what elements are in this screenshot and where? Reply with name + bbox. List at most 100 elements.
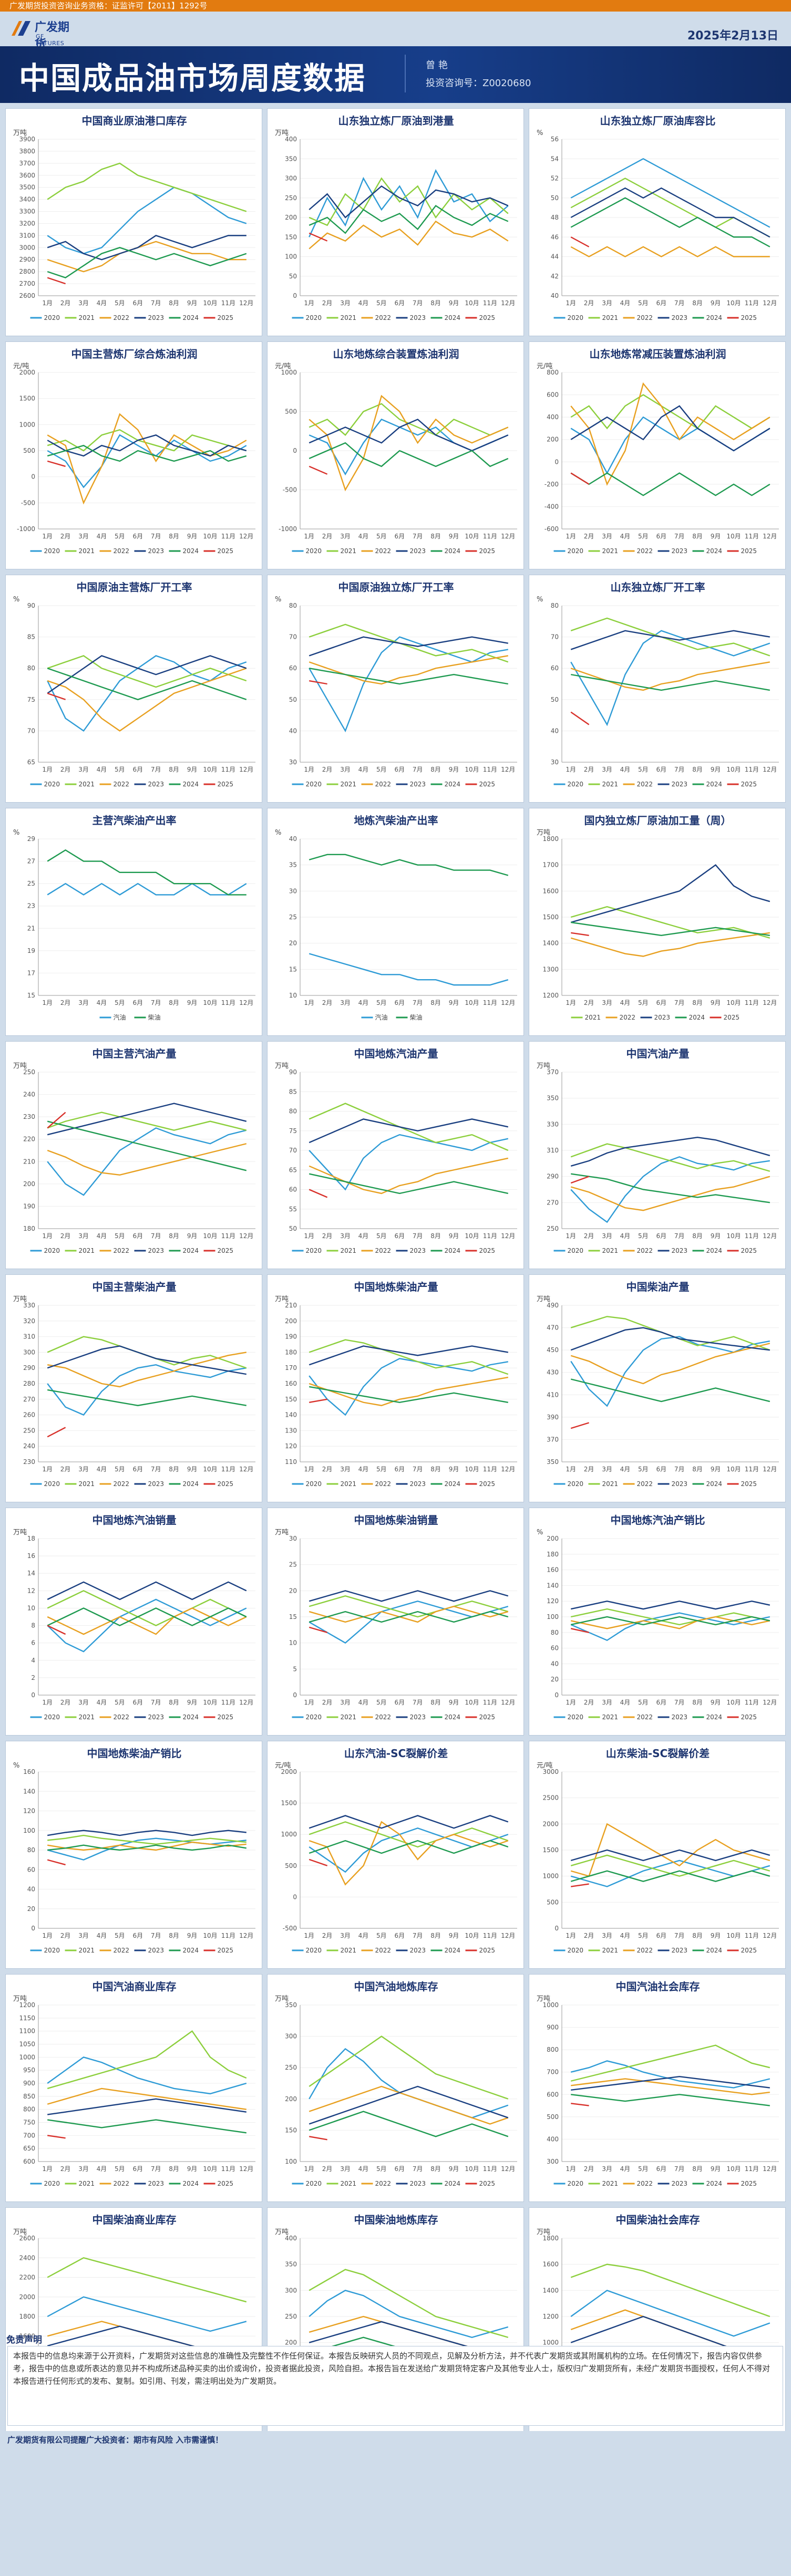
- chart-unit: %: [537, 596, 543, 604]
- x-tick-label: 12月: [763, 1932, 777, 1939]
- x-tick-label: 8月: [692, 1932, 703, 1939]
- x-tick-label: 10月: [465, 1466, 479, 1473]
- y-tick-label: 470: [547, 1324, 559, 1332]
- y-tick-label: 75: [289, 1127, 297, 1135]
- y-tick-label: 5: [293, 1665, 297, 1673]
- series-line-2022: [570, 1823, 771, 1877]
- x-tick-label: 5月: [376, 766, 387, 773]
- series-line-2020: [47, 1127, 247, 1196]
- legend-label: 2021: [602, 1947, 619, 1954]
- analyst-license: 投资咨询号：Z0020680: [426, 78, 531, 89]
- x-tick-label: 8月: [430, 1699, 441, 1706]
- y-tick-label: 350: [285, 2001, 297, 2009]
- series-line-2021: [309, 2269, 509, 2338]
- x-tick-label: 2月: [584, 1699, 594, 1706]
- chart-unit: 万吨: [537, 1995, 550, 2003]
- legend-label: 2023: [410, 1947, 426, 1954]
- chart-panel-c27: 中国汽油社会库存 万吨 300 400 500 600 700 800 900 1000 1月 2月 3…: [529, 1974, 786, 2202]
- series-line-2025: [570, 1176, 590, 1184]
- series-line-2024: [47, 668, 247, 701]
- chart-unit: 元/吨: [537, 362, 552, 370]
- chart-unit: 元/吨: [537, 1762, 552, 1770]
- legend-label: 2020: [44, 2180, 60, 2187]
- legend-label: 2021: [341, 1480, 357, 1488]
- y-tick-label: 3100: [19, 232, 35, 239]
- series-line-2020: [47, 655, 247, 732]
- y-tick-label: 400: [285, 136, 297, 143]
- y-tick-label: 450: [547, 1346, 559, 1354]
- series-line-2020: [47, 186, 247, 255]
- y-tick-label: 30: [289, 759, 297, 766]
- y-tick-label: 160: [23, 1768, 35, 1775]
- series-line-2023: [47, 1581, 247, 1601]
- y-tick-label: 90: [27, 602, 35, 609]
- legend-label: 2024: [183, 1713, 199, 1721]
- legend-label: 2023: [672, 2180, 688, 2187]
- y-tick-label: 0: [293, 1893, 297, 1900]
- x-tick-label: 10月: [203, 999, 217, 1006]
- series-line-2025: [47, 2135, 66, 2139]
- x-tick-label: 4月: [97, 1699, 107, 1706]
- y-tick-label: 200: [547, 436, 559, 443]
- y-tick-label: 15: [289, 965, 297, 973]
- series-line-2025: [309, 1398, 327, 1403]
- chart-title: 中国地炼柴油产量: [354, 1281, 438, 1293]
- x-tick-label: 3月: [340, 1466, 351, 1473]
- series-line-2021: [309, 177, 509, 226]
- legend-label: 2025: [479, 1713, 496, 1721]
- x-tick-label: 6月: [656, 766, 666, 773]
- legend-label: 汽油: [114, 1013, 126, 1021]
- legend-label: 2020: [568, 314, 584, 321]
- chart-unit: %: [537, 1529, 543, 1536]
- x-tick-label: 11月: [221, 1699, 235, 1706]
- x-tick-label: 12月: [501, 2165, 515, 2173]
- x-tick-label: 8月: [692, 1699, 703, 1706]
- y-tick-label: 1100: [19, 2028, 35, 2035]
- y-tick-label: 1200: [19, 2001, 35, 2009]
- x-tick-label: 1月: [42, 766, 53, 773]
- y-tick-label: 3400: [19, 196, 35, 203]
- legend-label: 2023: [672, 1480, 688, 1488]
- legend-label: 2025: [479, 781, 496, 788]
- x-tick-label: 7月: [674, 533, 685, 540]
- x-tick-label: 7月: [151, 1699, 161, 1706]
- legend-label: 2025: [479, 547, 496, 555]
- legend-label: 2021: [79, 1713, 95, 1721]
- y-tick-label: 50: [289, 273, 297, 280]
- series-line-2021: [47, 2030, 247, 2090]
- y-tick-label: 350: [547, 1095, 559, 1102]
- legend-label: 2020: [44, 547, 60, 555]
- x-tick-label: 12月: [501, 999, 515, 1006]
- x-tick-label: 8月: [692, 2165, 703, 2173]
- x-tick-label: 10月: [203, 1699, 217, 1706]
- y-tick-label: 20: [551, 1676, 559, 1683]
- legend-label: 2021: [602, 781, 619, 788]
- series-line-2020: [570, 1336, 771, 1407]
- chart-unit: 万吨: [275, 1295, 289, 1303]
- y-tick-label: 410: [547, 1391, 559, 1398]
- series-line-汽油: [309, 953, 509, 986]
- series-line-2023: [570, 1136, 771, 1167]
- x-tick-label: 9月: [187, 1932, 198, 1939]
- legend-label: 2024: [183, 781, 199, 788]
- y-tick-label: 330: [547, 1120, 559, 1128]
- x-tick-label: 11月: [221, 1466, 235, 1473]
- x-tick-label: 10月: [726, 999, 741, 1006]
- series-line-2021: [309, 2035, 509, 2100]
- x-tick-label: 11月: [221, 999, 235, 1006]
- legend-label: 2025: [479, 1247, 496, 1254]
- x-tick-label: 1月: [42, 533, 53, 540]
- y-tick-label: 180: [23, 1225, 35, 1232]
- series-line-2020: [47, 1598, 247, 1653]
- y-tick-label: 500: [23, 447, 35, 454]
- series-line-2024: [309, 442, 509, 468]
- x-tick-label: 2月: [584, 1232, 594, 1240]
- y-tick-label: 1700: [542, 861, 559, 869]
- x-tick-label: 5月: [638, 999, 649, 1006]
- x-tick-label: 1月: [566, 1232, 576, 1240]
- x-tick-label: 2月: [584, 2165, 594, 2173]
- chart-panel-c9: 山东独立炼厂开工率% 30 40 50 60 70 80 1月 2月 3月 4月 5月 6月 7月 8月 9月…: [529, 575, 786, 803]
- series-line-2020: [309, 1358, 508, 1416]
